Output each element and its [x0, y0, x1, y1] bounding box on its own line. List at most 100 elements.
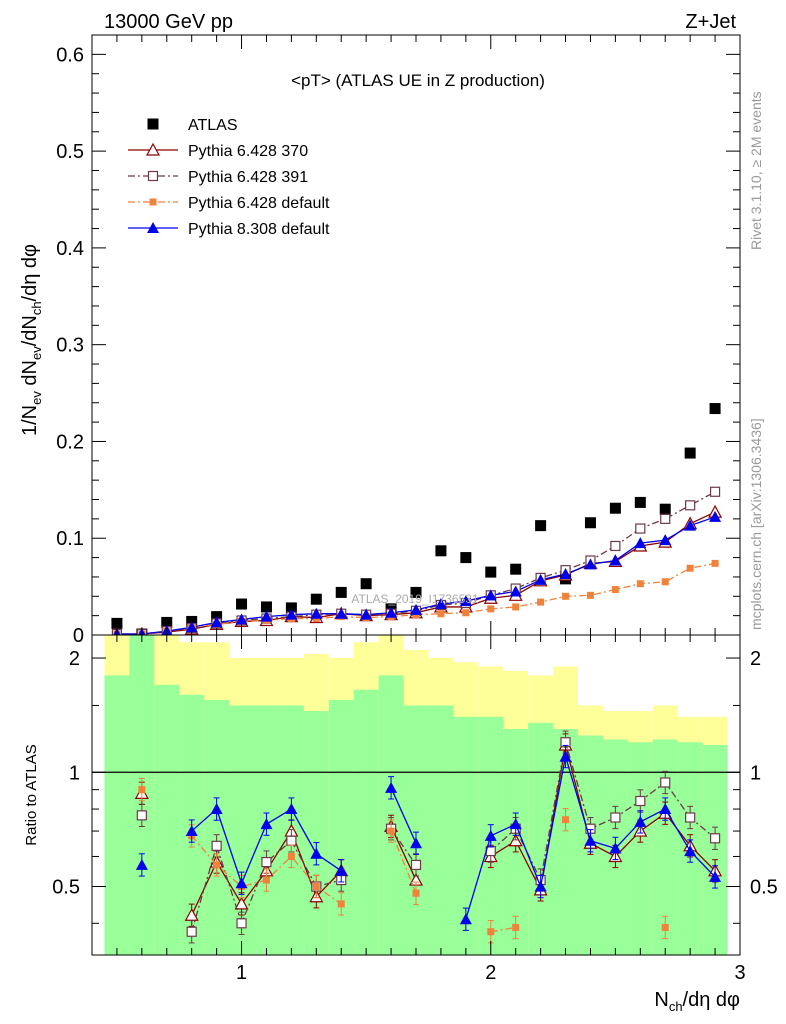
data-point [485, 566, 497, 578]
ratio-series-line [490, 926, 516, 933]
ratio-point [610, 812, 621, 823]
ratio-point [385, 781, 398, 793]
legend-marker [147, 222, 159, 233]
data-point [685, 500, 696, 511]
data-point [161, 616, 173, 628]
ratio-point [412, 889, 420, 897]
legend-label: Pythia 8.308 default [188, 221, 330, 238]
ratio-point [559, 750, 572, 762]
data-point [562, 592, 570, 600]
ratio-point [562, 816, 570, 824]
data-point [335, 607, 348, 619]
band-stat [204, 700, 230, 955]
ratio-ytick-label: 2 [69, 648, 80, 670]
data-point [459, 595, 472, 607]
data-point [584, 558, 597, 570]
data-point [285, 608, 298, 620]
ratio-point [709, 870, 722, 882]
ratio-point [660, 777, 671, 788]
main-markers-4 [113, 510, 722, 635]
watermark: ATLAS_2019_I1736531 [351, 592, 479, 606]
data-point [660, 513, 671, 524]
ratio-point [685, 812, 696, 823]
data-point [609, 554, 622, 566]
data-point [709, 486, 721, 497]
ratio-ytick-label-right: 1 [750, 762, 761, 784]
ratio-point [410, 859, 422, 871]
data-point [659, 534, 672, 546]
legend-label: Pythia 6.428 370 [188, 143, 308, 160]
ratio-point [261, 856, 272, 868]
ratio-point [213, 861, 221, 869]
ratio-point [337, 900, 345, 908]
data-point [584, 517, 596, 529]
main-ytick-label: 0.3 [56, 335, 84, 357]
ratio-point [136, 810, 147, 821]
ratio-point [387, 827, 395, 835]
data-point [410, 603, 422, 615]
legend-marker [147, 170, 159, 182]
band-stat [403, 705, 429, 955]
ratio-point [185, 825, 198, 837]
band-stat [702, 744, 728, 955]
band-stat [303, 711, 329, 955]
band-stat [104, 675, 130, 955]
data-point [535, 520, 547, 532]
data-point [335, 586, 347, 598]
data-point [709, 510, 722, 522]
ratio-series-line [390, 787, 417, 844]
main-ytick-label: 0.5 [56, 141, 84, 163]
main-markers-1 [112, 504, 723, 635]
band-stat [428, 705, 454, 955]
ratio-point [410, 837, 422, 849]
ratio-series-line [390, 826, 417, 881]
main-ytick-label: 0.6 [56, 44, 84, 66]
ratio-series-line [390, 828, 417, 866]
ratio-point [659, 803, 672, 815]
legend-entry: ATLAS [147, 117, 238, 134]
ratio-point [262, 876, 270, 884]
data-point [636, 580, 644, 588]
data-point [635, 523, 646, 534]
data-point [537, 598, 545, 606]
main-ylabel: 1/Nev dNev/dNch/dη dφ [19, 244, 44, 436]
band-stat [627, 742, 653, 955]
main-ytick-label: 0.2 [56, 431, 84, 453]
legend: ATLAS Pythia 6.428 370 Pythia 6.428 391 Pyt… [128, 117, 330, 238]
data-point [709, 403, 721, 415]
data-point [437, 610, 445, 618]
data-point [661, 578, 669, 586]
data-point [435, 545, 447, 557]
legend-label: ATLAS [188, 117, 238, 134]
ratio-point [661, 923, 669, 931]
ratio-point [211, 840, 222, 851]
ratio-ytick-label-right: 2 [750, 648, 761, 670]
data-point [659, 503, 671, 515]
data-point [210, 616, 223, 628]
band-stat [154, 684, 180, 955]
data-point [360, 578, 372, 590]
main-ytick-label: 0.4 [56, 238, 84, 260]
data-point [610, 540, 621, 552]
ratio-point [236, 918, 247, 929]
data-point [609, 502, 621, 514]
ratio-point [310, 847, 323, 859]
ratio-point [260, 818, 273, 830]
data-point [434, 598, 447, 610]
main-ytick-label: 0.1 [56, 528, 84, 550]
data-point [509, 585, 522, 597]
ratio-xlabel: Nch/dη dφ [654, 989, 740, 1014]
ratio-point [534, 880, 547, 892]
ratio-panel: 0.5 0.5 1 1 2 2 1 2 3 Ratio to ATLAS Nch/dη dφ [23, 634, 778, 1014]
header-right: Z+Jet [685, 11, 736, 33]
ratio-point [135, 858, 148, 870]
data-point [634, 496, 646, 508]
data-point [559, 568, 572, 580]
data-point [462, 609, 470, 617]
data-point [385, 606, 398, 618]
data-point [484, 589, 497, 601]
main-title: <pT> (ATLAS UE in Z production) [291, 71, 545, 90]
ratio-point [684, 845, 697, 857]
ratio-ytick-label: 0.5 [52, 877, 80, 899]
ratio-point [138, 786, 146, 794]
